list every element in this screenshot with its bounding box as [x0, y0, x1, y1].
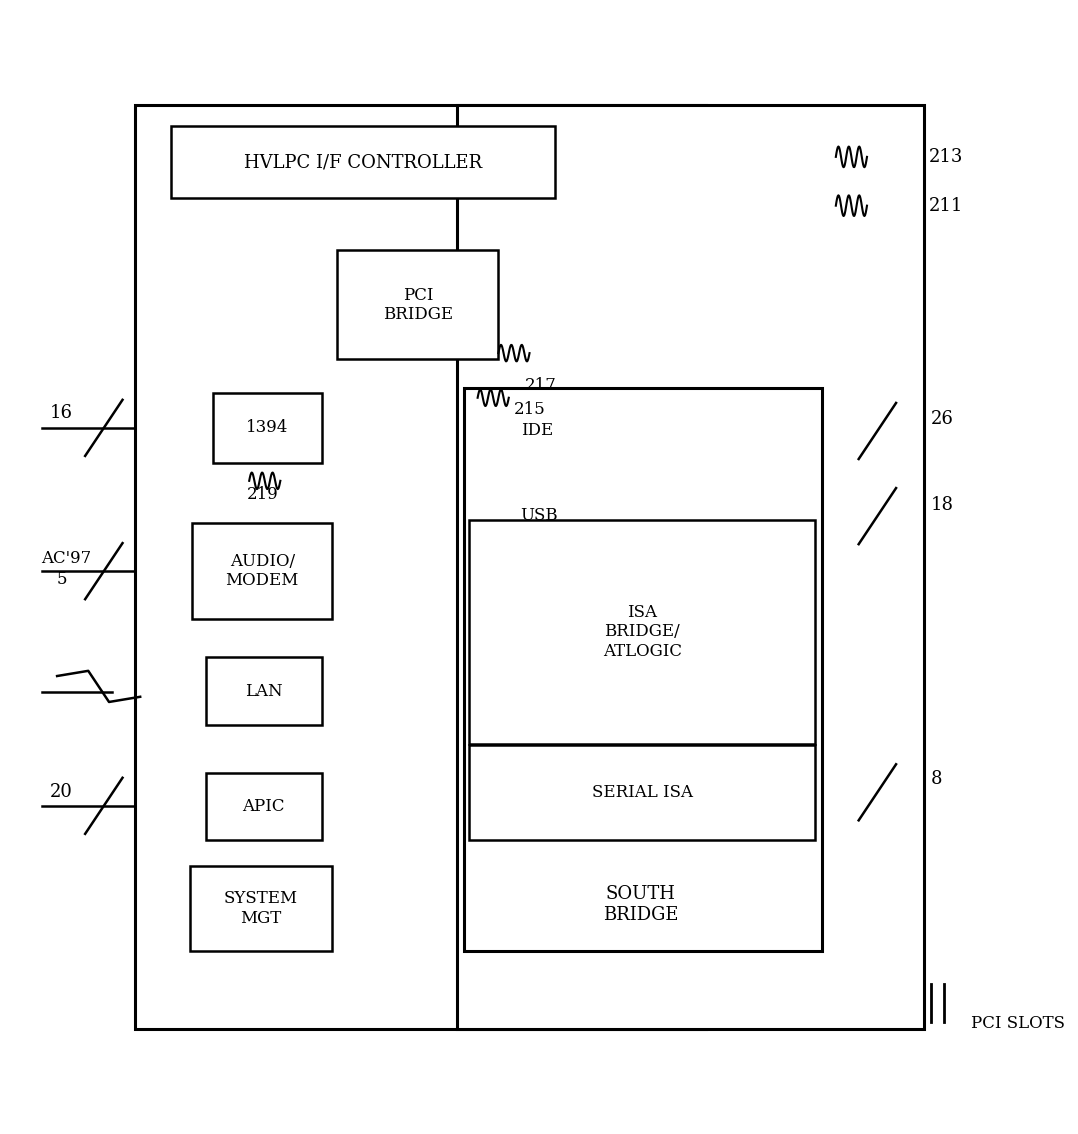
Text: 20: 20	[50, 784, 72, 802]
Text: SOUTH
BRIDGE: SOUTH BRIDGE	[603, 885, 678, 924]
Text: 1394: 1394	[246, 420, 289, 437]
Text: 8: 8	[930, 770, 942, 788]
Text: 219: 219	[247, 485, 279, 502]
Text: PCI
BRIDGE: PCI BRIDGE	[383, 287, 453, 323]
Text: HVLPC I/F CONTROLLER: HVLPC I/F CONTROLLER	[245, 153, 483, 171]
Text: ISA
BRIDGE/
ATLOGIC: ISA BRIDGE/ ATLOGIC	[603, 603, 681, 660]
Text: PCI SLOTS: PCI SLOTS	[971, 1015, 1065, 1032]
Bar	[135, 105, 706, 1029]
Bar	[465, 389, 823, 951]
Bar	[171, 126, 555, 198]
Bar	[337, 251, 498, 359]
Text: 211: 211	[929, 196, 964, 214]
Text: SERIAL ISA: SERIAL ISA	[592, 784, 693, 801]
Bar	[486, 483, 592, 549]
Text: 217: 217	[524, 376, 556, 393]
Text: IDE: IDE	[521, 422, 553, 439]
Text: 5: 5	[57, 570, 68, 587]
Bar	[192, 524, 332, 619]
Text: SYSTEM
MGT: SYSTEM MGT	[224, 890, 299, 926]
Bar	[483, 398, 592, 463]
Text: 16: 16	[50, 405, 73, 422]
Text: LAN: LAN	[245, 683, 282, 700]
Bar	[212, 392, 322, 463]
Text: 215: 215	[514, 400, 545, 417]
Bar	[481, 477, 586, 543]
Text: USB: USB	[520, 507, 557, 524]
Text: 26: 26	[930, 409, 953, 428]
Text: 213: 213	[929, 147, 964, 166]
Bar	[206, 772, 322, 840]
Bar	[469, 521, 815, 744]
Text: AC'97: AC'97	[42, 550, 92, 567]
Bar	[190, 866, 332, 951]
Text: 18: 18	[930, 496, 953, 514]
Bar	[206, 658, 322, 725]
Bar	[457, 105, 924, 1029]
Text: APIC: APIC	[243, 798, 285, 815]
Bar	[469, 745, 815, 840]
Text: AUDIO/
MODEM: AUDIO/ MODEM	[225, 553, 299, 590]
